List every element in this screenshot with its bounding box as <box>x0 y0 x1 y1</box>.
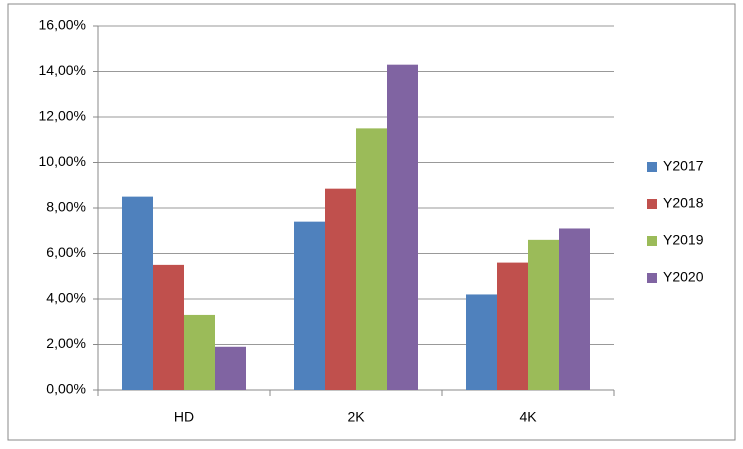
x-tick-label: 2K <box>347 409 365 425</box>
legend-label: Y2020 <box>663 269 704 285</box>
y-tick-label: 14,00% <box>39 62 86 78</box>
x-tick-label: 4K <box>519 409 537 425</box>
y-tick-label: 12,00% <box>39 108 86 124</box>
bar <box>184 314 215 390</box>
legend-swatch <box>647 199 657 209</box>
legend-label: Y2018 <box>663 195 704 211</box>
y-tick-label: 2,00% <box>46 335 86 351</box>
bar <box>215 346 246 390</box>
y-tick-label: 0,00% <box>46 381 86 397</box>
bar <box>356 128 387 390</box>
bar <box>528 239 559 390</box>
legend-swatch <box>647 273 657 283</box>
bar <box>559 228 590 390</box>
y-tick-label: 8,00% <box>46 199 86 215</box>
bar <box>294 221 325 390</box>
y-tick-label: 6,00% <box>46 244 86 260</box>
y-tick-label: 4,00% <box>46 290 86 306</box>
bar <box>497 262 528 390</box>
legend-swatch <box>647 162 657 172</box>
bar <box>122 196 153 390</box>
y-tick-label: 10,00% <box>39 153 86 169</box>
x-tick-label: HD <box>174 409 194 425</box>
legend-label: Y2019 <box>663 232 704 248</box>
bar <box>466 294 497 390</box>
y-tick-label: 16,00% <box>39 17 86 33</box>
bar <box>153 264 184 390</box>
legend-swatch <box>647 236 657 246</box>
legend-label: Y2017 <box>663 158 704 174</box>
bar <box>387 64 418 391</box>
bar <box>325 188 356 390</box>
